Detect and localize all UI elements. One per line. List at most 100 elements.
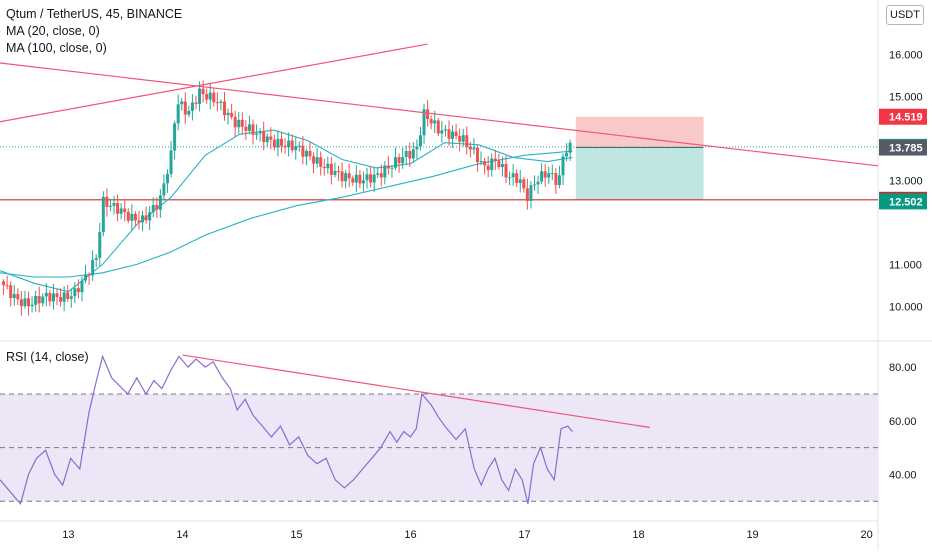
symbol-title[interactable]: Qtum / TetherUS, 45, BINANCE bbox=[6, 7, 183, 21]
candle-body bbox=[165, 174, 169, 184]
candle-body bbox=[62, 292, 66, 302]
candle-body bbox=[418, 135, 422, 147]
time-tick-label: 15 bbox=[290, 529, 302, 541]
candle-body bbox=[144, 215, 148, 221]
price-label-badge bbox=[879, 193, 927, 210]
candle-body bbox=[461, 135, 465, 142]
candle-body bbox=[290, 140, 294, 151]
candle-body bbox=[297, 145, 301, 147]
candle-body bbox=[201, 88, 205, 95]
time-tick-label: 13 bbox=[62, 529, 74, 541]
candle-body bbox=[190, 102, 194, 111]
candle-body bbox=[66, 292, 70, 299]
price-label-badge bbox=[879, 139, 927, 156]
candle-body bbox=[148, 212, 152, 221]
candle-body bbox=[16, 294, 20, 300]
candle-body bbox=[51, 293, 55, 302]
candle-body bbox=[508, 177, 512, 179]
candle-body bbox=[504, 163, 508, 178]
candle-body bbox=[173, 123, 177, 151]
candle-body bbox=[522, 179, 526, 189]
candle-body bbox=[212, 92, 216, 103]
candle-body bbox=[451, 131, 455, 139]
candle-body bbox=[561, 156, 565, 176]
candle-body bbox=[411, 149, 415, 159]
candle-body bbox=[358, 174, 362, 184]
candle-body bbox=[194, 102, 198, 104]
candle-body bbox=[436, 120, 440, 134]
candle-body bbox=[361, 180, 365, 184]
rsi-trendline[interactable] bbox=[182, 354, 651, 429]
candle-body bbox=[237, 119, 241, 128]
candle-body bbox=[312, 156, 316, 164]
candle-body bbox=[354, 174, 358, 183]
candle-body bbox=[465, 135, 469, 147]
price-tick-label: 13.000 bbox=[889, 175, 923, 187]
candle-body bbox=[472, 147, 476, 150]
candle-body bbox=[55, 293, 59, 298]
candle-body bbox=[27, 298, 31, 307]
candle-body bbox=[98, 232, 102, 258]
trendline-2[interactable] bbox=[0, 43, 428, 123]
candle-body bbox=[255, 133, 259, 135]
candle-body bbox=[187, 110, 191, 115]
candle-body bbox=[532, 184, 536, 186]
candle-body bbox=[379, 173, 383, 178]
candle-body bbox=[9, 285, 13, 299]
candle-body bbox=[87, 274, 91, 276]
candle-body bbox=[404, 150, 408, 157]
candle-body bbox=[351, 178, 355, 183]
ma20-legend[interactable]: MA (20, close, 0) bbox=[6, 24, 100, 38]
candle-body bbox=[337, 171, 341, 173]
candle-body bbox=[540, 171, 544, 182]
trendline-1[interactable] bbox=[0, 62, 879, 167]
candle-body bbox=[69, 296, 73, 299]
candle-body bbox=[233, 116, 237, 128]
candle-body bbox=[205, 94, 209, 100]
candle-body bbox=[308, 150, 312, 157]
price-label-badge bbox=[879, 108, 927, 125]
candle-body bbox=[340, 171, 344, 182]
candle-body bbox=[429, 119, 433, 124]
take-profit-zone[interactable] bbox=[575, 147, 704, 200]
price-label-text: 12.502 bbox=[889, 196, 923, 208]
time-tick-label: 16 bbox=[404, 529, 416, 541]
candle-body bbox=[369, 174, 373, 183]
candle-body bbox=[426, 109, 430, 120]
candle-body bbox=[59, 297, 63, 302]
ma100-legend[interactable]: MA (100, close, 0) bbox=[6, 41, 107, 55]
candle-body bbox=[283, 145, 287, 148]
candle-body bbox=[483, 161, 487, 166]
candle-body bbox=[137, 220, 141, 223]
candle-body bbox=[34, 295, 38, 305]
candle-body bbox=[422, 109, 426, 136]
candle-body bbox=[372, 174, 376, 183]
candle-body bbox=[408, 150, 412, 159]
rsi-tick-label: 40.00 bbox=[889, 469, 917, 481]
candle-body bbox=[344, 173, 348, 182]
candle-body bbox=[105, 196, 109, 207]
candle-body bbox=[222, 101, 226, 116]
candle-body bbox=[479, 161, 483, 163]
rsi-legend[interactable]: RSI (14, close) bbox=[6, 350, 89, 364]
candle-body bbox=[529, 185, 533, 201]
candle-body bbox=[443, 129, 447, 131]
price-tick-label: 10.000 bbox=[889, 301, 923, 313]
time-tick-label: 17 bbox=[518, 529, 530, 541]
candle-body bbox=[126, 211, 130, 221]
candle-body bbox=[133, 213, 137, 221]
candle-body bbox=[240, 119, 244, 127]
candle-body bbox=[112, 202, 116, 206]
candle-body bbox=[76, 288, 80, 293]
candle-body bbox=[490, 158, 494, 171]
candle-body bbox=[322, 166, 326, 169]
candle-body bbox=[454, 131, 458, 137]
candle-body bbox=[41, 296, 45, 304]
candle-body bbox=[5, 285, 9, 287]
currency-button[interactable]: USDT bbox=[886, 5, 924, 25]
candle-body bbox=[511, 173, 515, 178]
candle-body bbox=[500, 163, 504, 168]
candle-body bbox=[226, 112, 230, 116]
